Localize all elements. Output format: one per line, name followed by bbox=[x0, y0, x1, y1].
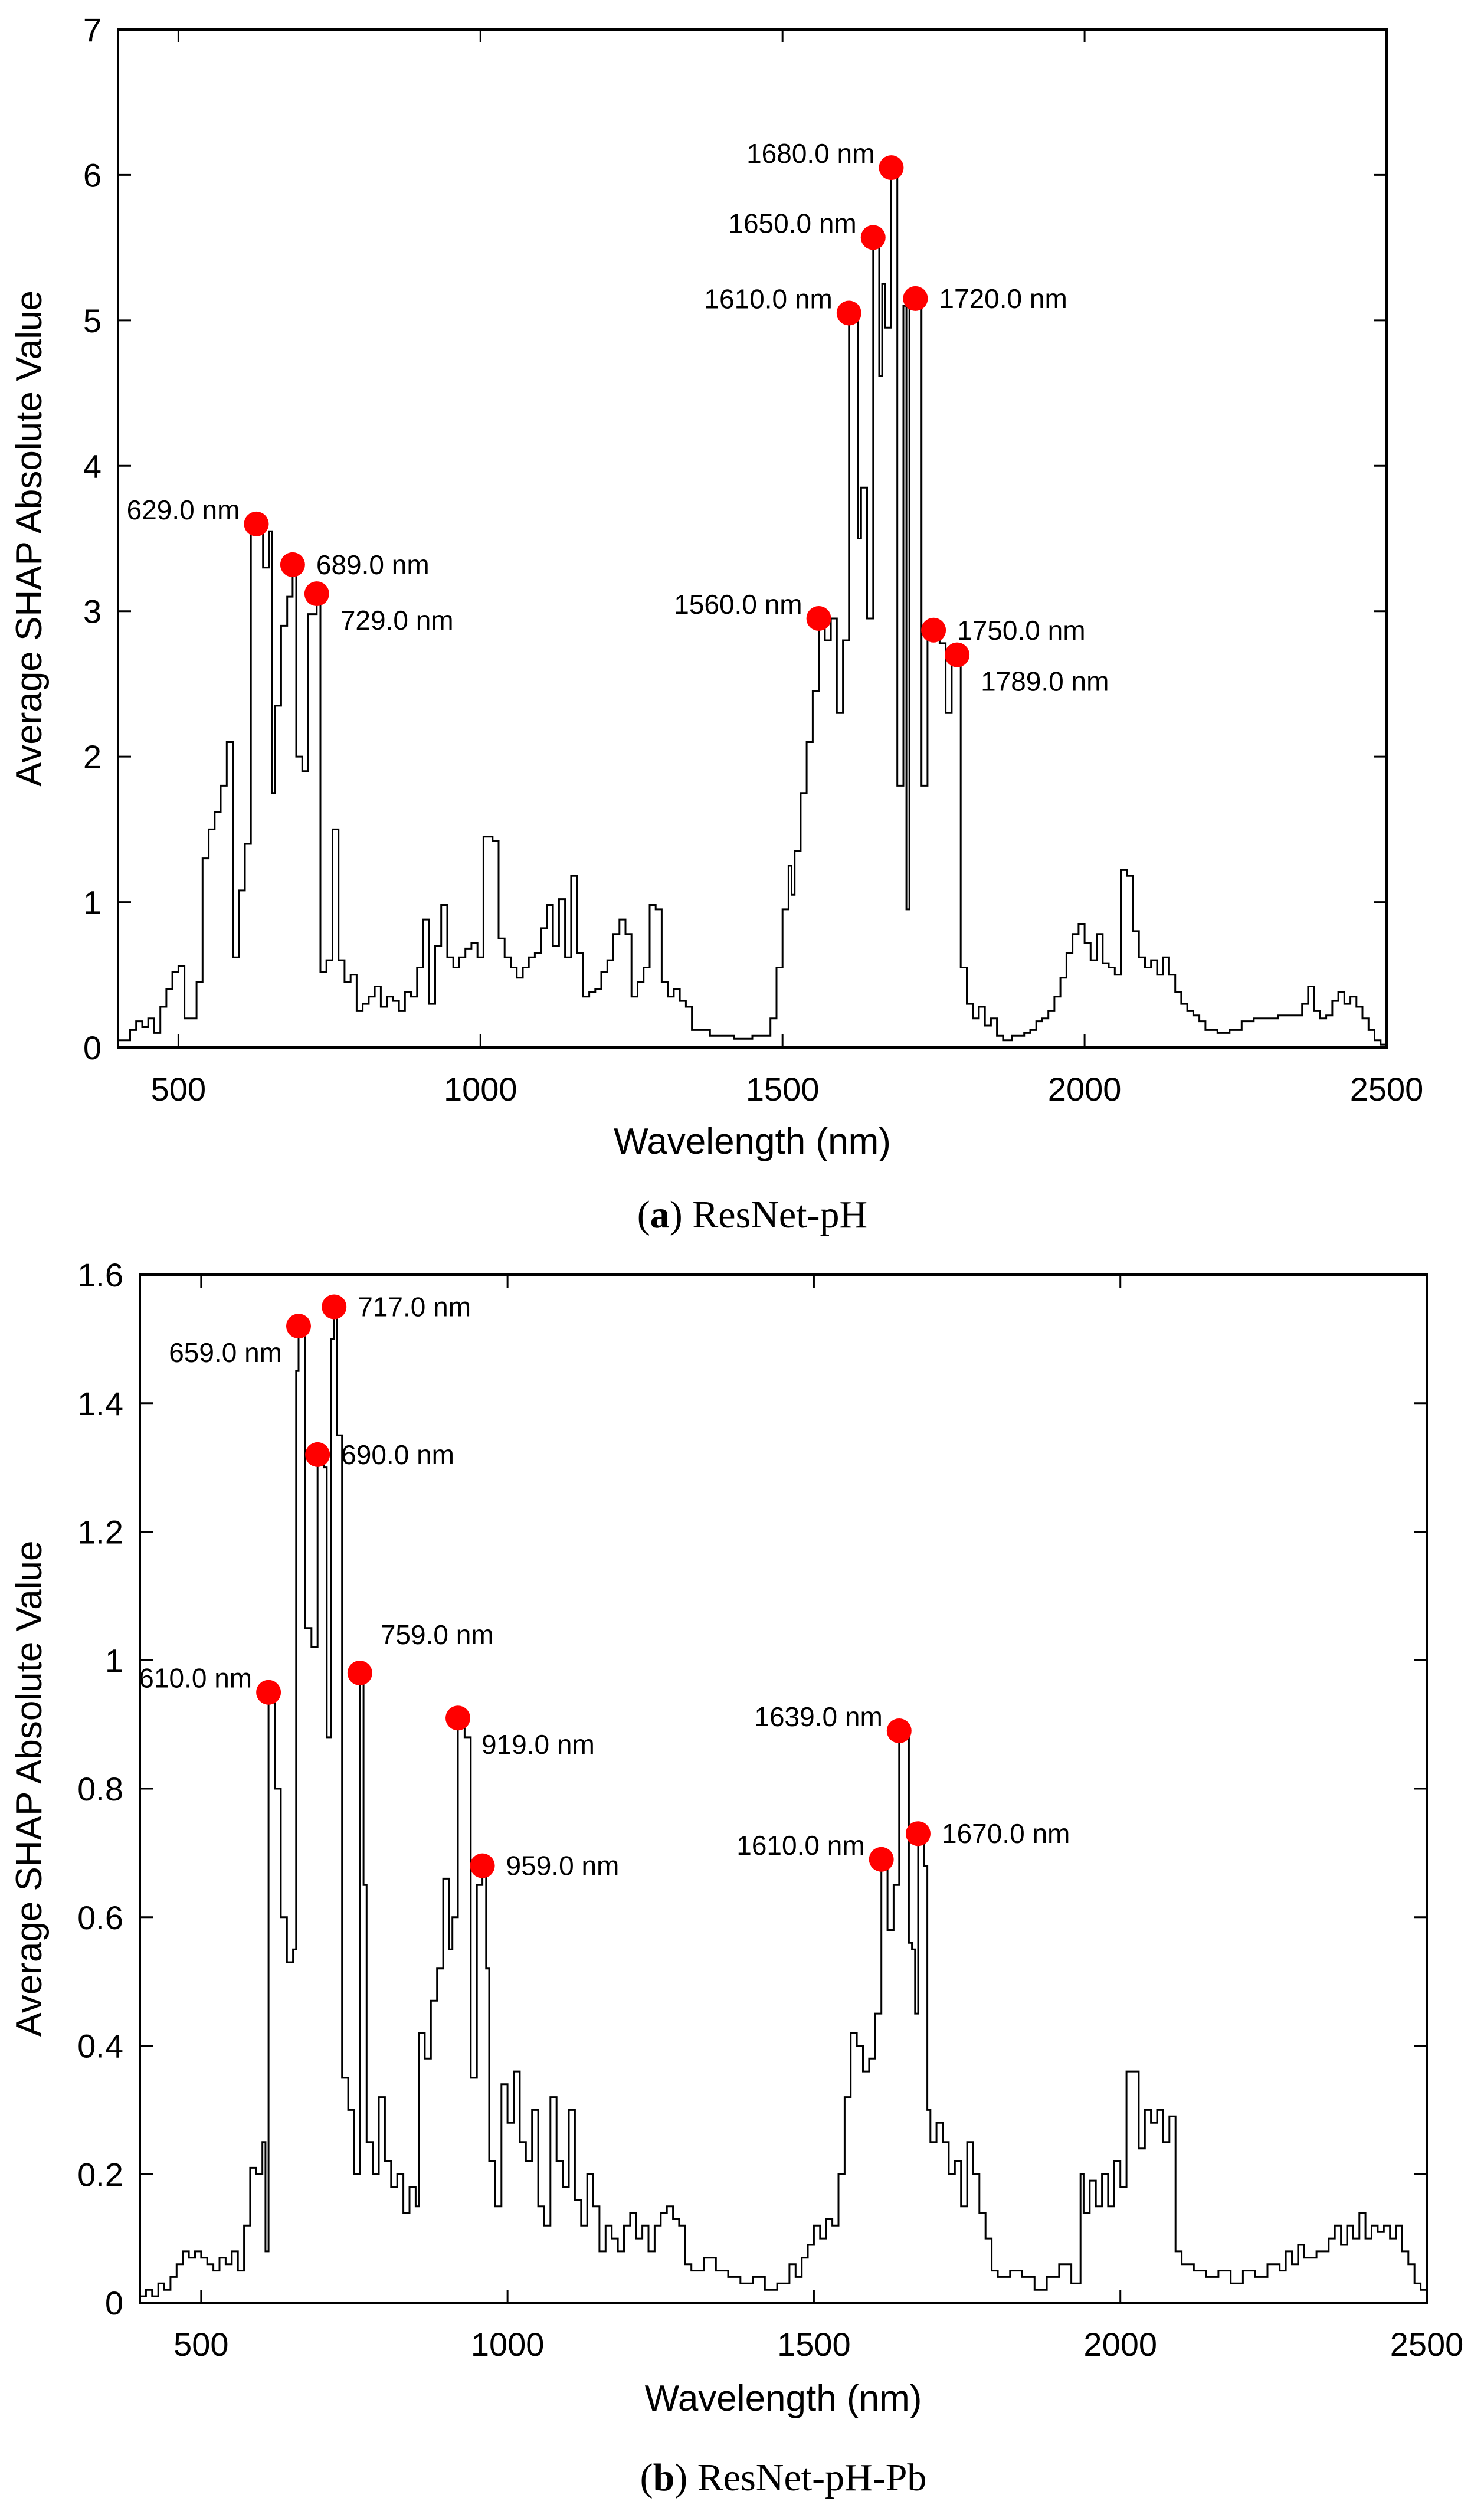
peak-label: 919.0 nm bbox=[481, 1729, 595, 1760]
chart-caption: (b) ResNet-pH-Pb bbox=[640, 2456, 927, 2499]
peak-marker bbox=[886, 1718, 912, 1744]
plot-frame bbox=[139, 1273, 1428, 2304]
peak-label: 959.0 nm bbox=[506, 1851, 620, 1881]
peak-marker bbox=[256, 1680, 281, 1705]
y-tick-label: 0.6 bbox=[77, 1899, 123, 1936]
peak-label: 1610.0 nm bbox=[704, 284, 832, 315]
x-tick-label: 1000 bbox=[471, 2326, 545, 2363]
peak-label: 1789.0 nm bbox=[981, 666, 1109, 697]
y-tick-label: 1.6 bbox=[77, 1256, 123, 1294]
peak-marker bbox=[860, 225, 886, 250]
peak-marker bbox=[903, 286, 928, 311]
peak-label: 1639.0 nm bbox=[754, 1701, 882, 1732]
peak-marker bbox=[305, 1442, 330, 1467]
peak-label: 759.0 nm bbox=[381, 1619, 494, 1650]
x-tick-label: 500 bbox=[151, 1070, 206, 1108]
peak-marker bbox=[869, 1847, 894, 1872]
peak-marker bbox=[244, 511, 269, 536]
peak-label: 1680.0 nm bbox=[746, 138, 874, 169]
y-tick-label: 0 bbox=[105, 2284, 123, 2322]
y-tick-label: 1.4 bbox=[77, 1385, 123, 1422]
peak-marker bbox=[806, 606, 831, 631]
peak-marker bbox=[286, 1314, 311, 1339]
y-tick-label: 6 bbox=[83, 156, 101, 194]
y-tick-label: 0.2 bbox=[77, 2156, 123, 2193]
peak-marker bbox=[921, 617, 946, 643]
y-tick-label: 1 bbox=[83, 884, 101, 921]
peak-marker bbox=[280, 552, 305, 577]
x-tick-label: 1500 bbox=[777, 2326, 851, 2363]
y-tick-label: 4 bbox=[83, 447, 101, 484]
y-tick-label: 0.4 bbox=[77, 2028, 123, 2065]
x-tick-label: 500 bbox=[173, 2326, 228, 2363]
series-line bbox=[140, 1305, 1427, 2297]
x-tick-label: 2500 bbox=[1390, 2326, 1464, 2363]
y-tick-label: 1.2 bbox=[77, 1514, 123, 1551]
x-tick-label: 1000 bbox=[444, 1070, 517, 1108]
peak-marker bbox=[304, 581, 329, 607]
y-tick-label: 0.8 bbox=[77, 1770, 123, 1808]
peak-label: 717.0 nm bbox=[358, 1291, 471, 1322]
x-tick-label: 2000 bbox=[1048, 1070, 1122, 1108]
x-tick-label: 2500 bbox=[1350, 1070, 1424, 1108]
peak-label: 1750.0 nm bbox=[957, 615, 1085, 646]
peak-label: 1560.0 nm bbox=[674, 589, 802, 620]
peak-label: 629.0 nm bbox=[127, 495, 240, 525]
peak-label: 1650.0 nm bbox=[728, 208, 856, 238]
peak-marker bbox=[836, 300, 861, 326]
peak-label: 1670.0 nm bbox=[942, 1818, 1070, 1849]
peak-marker bbox=[470, 1853, 495, 1878]
peak-label: 729.0 nm bbox=[340, 605, 454, 636]
peak-marker bbox=[905, 1821, 931, 1847]
chart-caption: (a) ResNet-pH bbox=[637, 1193, 867, 1236]
peak-label: 659.0 nm bbox=[169, 1337, 282, 1368]
peak-label: 1720.0 nm bbox=[939, 283, 1067, 314]
x-tick-label: 2000 bbox=[1083, 2326, 1157, 2363]
peak-marker bbox=[945, 642, 970, 667]
plot-frame bbox=[117, 28, 1388, 1049]
peak-marker bbox=[347, 1661, 372, 1686]
peak-label: 610.0 nm bbox=[139, 1663, 252, 1694]
chart-b: 500 1000 1500 2000 2500 0 0.2 0.4 0.6 0.8 1 1.2 1.4 1… bbox=[9, 1256, 1463, 2499]
peak-marker bbox=[445, 1705, 471, 1731]
y-tick-label: 3 bbox=[83, 593, 101, 630]
y-tick-label: 5 bbox=[83, 302, 101, 339]
y-tick-label: 1 bbox=[105, 1642, 123, 1679]
x-axis-title: Wavelength (nm) bbox=[614, 1121, 891, 1162]
y-tick-label: 7 bbox=[83, 11, 101, 48]
y-tick-label: 2 bbox=[83, 738, 101, 775]
peak-label: 690.0 nm bbox=[341, 1439, 454, 1470]
peak-marker bbox=[322, 1294, 347, 1320]
x-axis-title: Wavelength (nm) bbox=[645, 2378, 922, 2419]
y-tick-label: 0 bbox=[83, 1029, 101, 1066]
y-axis-title: Average SHAP Absolute Value bbox=[9, 1540, 50, 2037]
peak-marker bbox=[879, 155, 904, 181]
y-axis-title: Average SHAP Absolute Value bbox=[9, 290, 50, 787]
chart-a: 500 1000 1500 2000 2500 0 1 2 3 4 5 6 7 629.0 nm 689.0… bbox=[9, 11, 1423, 1236]
peak-label: 689.0 nm bbox=[316, 549, 430, 580]
peak-label: 1610.0 nm bbox=[736, 1830, 864, 1861]
series-line bbox=[118, 166, 1387, 1046]
x-tick-label: 1500 bbox=[746, 1070, 820, 1108]
